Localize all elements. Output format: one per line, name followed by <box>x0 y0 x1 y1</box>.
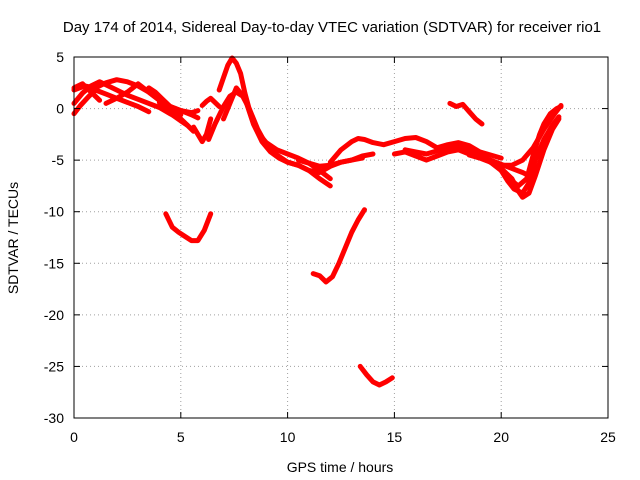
series-arc-19 <box>498 114 562 196</box>
series-arc-20 <box>447 100 485 127</box>
series-arc-04 <box>71 81 103 103</box>
x-tick-label: 25 <box>600 429 616 445</box>
series-arc-14 <box>327 135 504 165</box>
y-tick-label: -30 <box>44 410 64 426</box>
axis-ticks: 0 5 10 15 20 25 5 0 -5 -10 -15 -20 -25 -30 <box>44 49 616 445</box>
chart-title: Day 174 of 2014, Sidereal Day-to-day VTE… <box>63 19 601 36</box>
data-series <box>71 55 564 388</box>
y-tick-label: -25 <box>44 358 64 374</box>
x-tick-label: 15 <box>387 429 403 445</box>
series-arc-08 <box>191 116 214 145</box>
y-tick-label: -10 <box>44 204 64 220</box>
series-arc-21 <box>163 211 214 244</box>
y-tick-label: 5 <box>56 49 64 65</box>
x-tick-label: 10 <box>280 429 296 445</box>
x-tick-label: 0 <box>70 429 78 445</box>
y-tick-label: 0 <box>56 101 64 117</box>
series-arc-09 <box>199 95 222 109</box>
grid <box>74 57 608 418</box>
y-tick-label: -5 <box>52 152 65 168</box>
x-tick-label: 20 <box>493 429 509 445</box>
series-arc-18 <box>466 103 564 168</box>
x-tick-label: 5 <box>177 429 185 445</box>
series-arc-03 <box>71 87 152 117</box>
y-axis-label: SDTVAR / TECUs <box>5 182 21 294</box>
series-arc-23 <box>357 363 395 388</box>
plot-frame <box>73 56 609 419</box>
y-tick-label: -15 <box>44 255 64 271</box>
x-axis-label: GPS time / hours <box>287 459 394 475</box>
series-arc-05 <box>103 81 201 116</box>
y-tick-label: -20 <box>44 307 64 323</box>
series-arc-22 <box>310 207 367 285</box>
series-arc-13 <box>295 151 376 169</box>
series-arc-07 <box>146 85 184 118</box>
series-arc-06 <box>156 99 190 128</box>
